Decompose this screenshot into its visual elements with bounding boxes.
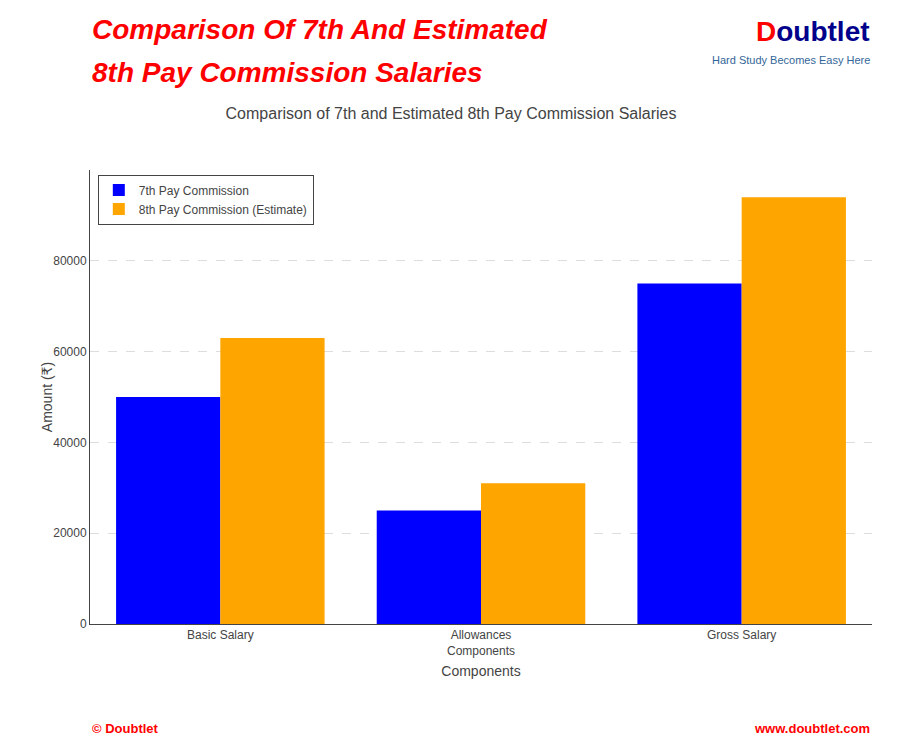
svg-text:40000: 40000 bbox=[53, 436, 87, 450]
svg-text:Comparison of 7th and Estimate: Comparison of 7th and Estimated 8th Pay … bbox=[226, 105, 677, 122]
svg-text:60000: 60000 bbox=[53, 345, 87, 359]
svg-text:Components: Components bbox=[441, 663, 520, 679]
svg-text:www.doubtlet.com: www.doubtlet.com bbox=[754, 721, 870, 736]
svg-text:© Doubtlet: © Doubtlet bbox=[92, 721, 159, 736]
svg-text:Hard Study Becomes Easy Here: Hard Study Becomes Easy Here bbox=[712, 54, 870, 66]
svg-text:80000: 80000 bbox=[53, 254, 87, 268]
svg-text:8th Pay Commission (Estimate): 8th Pay Commission (Estimate) bbox=[139, 203, 307, 217]
svg-text:Gross Salary: Gross Salary bbox=[707, 628, 776, 642]
svg-text:8th Pay Commission Salaries: 8th Pay Commission Salaries bbox=[92, 57, 483, 88]
svg-text:Doubtlet: Doubtlet bbox=[756, 16, 870, 47]
svg-text:AllowancesComponents: AllowancesComponents bbox=[447, 628, 515, 658]
svg-text:Basic Salary: Basic Salary bbox=[187, 628, 254, 642]
svg-text:20000: 20000 bbox=[53, 526, 87, 540]
svg-text:7th Pay Commission: 7th Pay Commission bbox=[139, 184, 249, 198]
svg-text:Comparison Of 7th And Estimate: Comparison Of 7th And Estimated bbox=[92, 14, 548, 45]
svg-text:0: 0 bbox=[80, 617, 87, 631]
svg-text:Amount (₹): Amount (₹) bbox=[39, 362, 55, 432]
